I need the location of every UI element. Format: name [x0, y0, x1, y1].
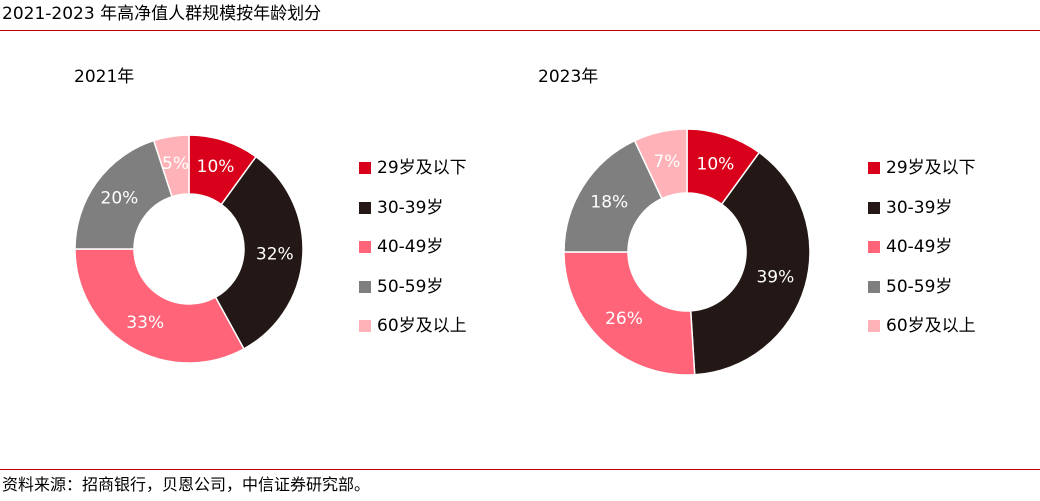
- data-label-under-29-2021: 10%: [197, 157, 235, 177]
- legend-label: 30-39岁: [886, 197, 953, 218]
- legend-item-50-59: 50-59岁: [359, 276, 443, 298]
- legend-item-30-39: 30-39岁: [359, 197, 443, 219]
- top-rule: [0, 30, 1040, 31]
- slice-30-39-2023: [689, 151, 811, 376]
- slice-40-49-2021: [74, 248, 245, 364]
- legend-item-under-29: 29岁及以下: [868, 157, 976, 179]
- legend-label: 40-49岁: [377, 237, 444, 257]
- legend-swatch: [868, 241, 880, 253]
- legend-item-50-59: 50-59岁: [868, 276, 952, 298]
- legend-item-40-49: 40-49岁: [868, 236, 952, 258]
- legend-label: 60岁及以上: [377, 316, 467, 336]
- data-label-50-59-2021: 20%: [101, 188, 139, 208]
- donut-chart-2023: 10% 39% 26% 18% 7%: [563, 128, 811, 376]
- data-label-40-49-2021: 33%: [126, 313, 164, 333]
- legend-label: 30-39岁: [377, 197, 444, 218]
- legend-label: 29岁及以下: [377, 158, 467, 178]
- legend-2023: 29岁及以下 30-39岁 40-49岁 50-59岁 60岁及以上: [868, 157, 1038, 347]
- legend-item-60-plus: 60岁及以上: [868, 315, 976, 337]
- source-note: 资料来源：招商银行，贝恩公司，中信证券研究部。: [2, 475, 371, 494]
- data-label-60-plus-2021: 5%: [162, 154, 189, 174]
- legend-swatch: [359, 320, 371, 332]
- legend-label: 40-49岁: [886, 237, 953, 257]
- legend-swatch: [868, 201, 880, 214]
- figure-title: 2021-2023 年高净值人群规模按年龄划分: [2, 4, 322, 24]
- data-label-50-59-2023: 18%: [590, 193, 628, 213]
- data-label-60-plus-2023: 7%: [653, 152, 680, 172]
- legend-swatch: [359, 241, 371, 253]
- chart-title-2023: 2023年: [538, 67, 599, 87]
- bottom-rule: [0, 469, 1040, 470]
- data-label-under-29-2023: 10%: [697, 155, 735, 175]
- legend-label: 60岁及以上: [886, 316, 976, 336]
- legend-swatch: [868, 162, 880, 174]
- legend-label: 50-59岁: [886, 276, 953, 297]
- slice-50-59-2023: [563, 139, 663, 253]
- legend-item-40-49: 40-49岁: [359, 236, 443, 258]
- legend-swatch: [359, 162, 371, 174]
- legend-swatch: [359, 201, 371, 214]
- chart-title-2021: 2021年: [74, 67, 135, 87]
- legend-swatch: [359, 280, 371, 293]
- slice-60-plus-2023: [633, 128, 688, 200]
- legend-label: 29岁及以下: [886, 158, 976, 178]
- data-label-30-39-2021: 32%: [256, 244, 294, 264]
- legend-label: 50-59岁: [377, 276, 444, 297]
- slice-30-39-2021: [214, 155, 304, 350]
- slice-60-plus-2021: [152, 134, 190, 198]
- legend-item-30-39: 30-39岁: [868, 197, 952, 219]
- legend-item-under-29: 29岁及以下: [359, 157, 467, 179]
- data-label-40-49-2023: 26%: [605, 309, 643, 329]
- legend-swatch: [868, 280, 880, 293]
- legend-2021: 29岁及以下 30-39岁 40-49岁 50-59岁 60岁及以上: [359, 157, 529, 347]
- slice-40-49-2023: [563, 251, 696, 376]
- legend-swatch: [868, 320, 880, 332]
- slice-50-59-2021: [74, 139, 173, 250]
- donut-chart-2021: 10% 32% 33% 20% 5%: [74, 134, 304, 364]
- legend-item-60-plus: 60岁及以上: [359, 315, 467, 337]
- data-label-30-39-2023: 39%: [756, 268, 794, 288]
